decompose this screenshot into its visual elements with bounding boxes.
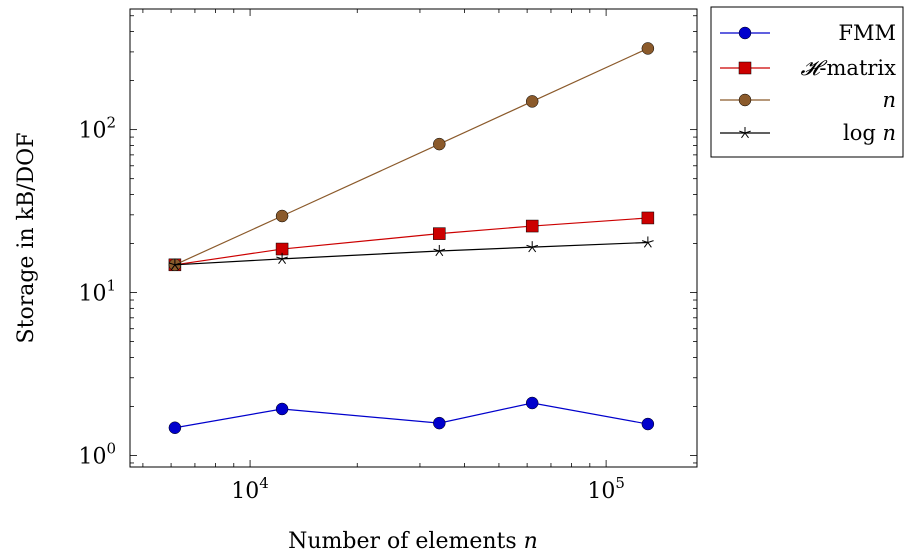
x-tick-label-base: 10 xyxy=(587,479,615,504)
star-arm xyxy=(276,256,283,260)
star-arm xyxy=(642,240,649,243)
data-point xyxy=(169,258,181,270)
legend-label: 𝓗-matrix xyxy=(800,56,896,80)
legend-label: log n xyxy=(843,121,896,145)
legend-marker xyxy=(738,26,752,40)
legend-entry: 𝓗-matrix xyxy=(720,56,896,80)
star-arm xyxy=(281,256,288,260)
data-point xyxy=(433,416,446,430)
legend-marker xyxy=(739,127,751,139)
x-axis-label: Number of elements n xyxy=(288,529,538,554)
star-arm xyxy=(174,262,181,266)
data-point xyxy=(525,219,539,233)
data-point xyxy=(642,236,654,248)
star-arm xyxy=(433,248,440,252)
star-arm xyxy=(170,264,176,270)
star-arm xyxy=(647,242,652,248)
data-point xyxy=(168,421,182,435)
star-arm xyxy=(439,248,446,252)
y-tick-label-exponent: 2 xyxy=(106,114,116,132)
series-2 xyxy=(168,42,655,272)
y-tick-label-base: 10 xyxy=(78,119,106,144)
star-arm xyxy=(174,264,179,270)
legend-marker xyxy=(738,61,752,75)
x-tick-label-base: 10 xyxy=(231,479,259,504)
star-arm xyxy=(744,132,749,139)
data-point xyxy=(526,241,539,253)
series-1 xyxy=(168,211,655,272)
data-point xyxy=(276,252,288,265)
star-arm xyxy=(169,262,176,266)
legend-label-rest: -matrix xyxy=(819,56,896,80)
data-point xyxy=(275,209,289,223)
star-arm xyxy=(643,242,649,248)
data-point xyxy=(641,211,655,225)
series-0 xyxy=(168,396,655,435)
star-arm xyxy=(438,250,444,257)
star-arm xyxy=(278,258,283,265)
star-arm xyxy=(526,244,533,248)
star-arm xyxy=(739,130,746,134)
x-axis-label-variable: n xyxy=(524,529,538,554)
x-tick-label-exponent: 4 xyxy=(259,474,269,492)
series-line xyxy=(174,402,648,429)
series-line xyxy=(174,47,649,266)
y-tick-label: 102 xyxy=(78,114,116,144)
y-tick-label-exponent: 1 xyxy=(106,277,116,295)
legend-label: n xyxy=(882,88,896,112)
series-line xyxy=(174,241,648,266)
x-tick-label: 105 xyxy=(587,474,625,504)
data-point xyxy=(433,137,446,151)
star-arm xyxy=(741,132,746,139)
plot-area-frame xyxy=(129,8,698,468)
x-axis-label-text: Number of elements xyxy=(288,529,524,554)
legend-marker xyxy=(738,93,752,107)
x-tick-label: 104 xyxy=(231,474,269,504)
data-point xyxy=(641,42,655,55)
star-arm xyxy=(531,246,537,253)
y-tick-label: 101 xyxy=(78,277,116,307)
data-point xyxy=(433,244,446,257)
y-tick-label-base: 10 xyxy=(78,444,106,469)
y-tick-label: 100 xyxy=(78,439,116,469)
series-layer xyxy=(168,42,655,435)
data-point xyxy=(525,95,539,108)
data-point xyxy=(275,402,289,416)
axis-ticks xyxy=(130,9,697,467)
legend-label: FMM xyxy=(838,21,896,45)
data-point xyxy=(641,417,655,431)
star-arm xyxy=(647,240,654,243)
legend-entry: log n xyxy=(720,121,896,145)
legend-label-var: n xyxy=(882,121,896,145)
y-tick-label-exponent: 0 xyxy=(106,439,116,457)
star-arm xyxy=(281,258,287,265)
data-point xyxy=(433,227,446,240)
star-arm xyxy=(435,250,440,257)
x-tick-labels: 104 105 xyxy=(231,474,625,504)
y-tick-label-base: 10 xyxy=(78,282,106,307)
x-tick-label-exponent: 5 xyxy=(615,474,625,492)
star-arm xyxy=(744,130,751,134)
legend-entry: n xyxy=(720,88,896,112)
star-arm xyxy=(532,244,539,248)
data-point xyxy=(525,396,539,410)
y-axis-label: Storage in kB/DOF xyxy=(14,133,39,344)
legend-label-fn: log xyxy=(843,121,882,145)
series-line xyxy=(174,217,648,266)
star-arm xyxy=(528,246,533,253)
legend-entry: FMM xyxy=(720,21,896,45)
series-3 xyxy=(169,236,654,270)
